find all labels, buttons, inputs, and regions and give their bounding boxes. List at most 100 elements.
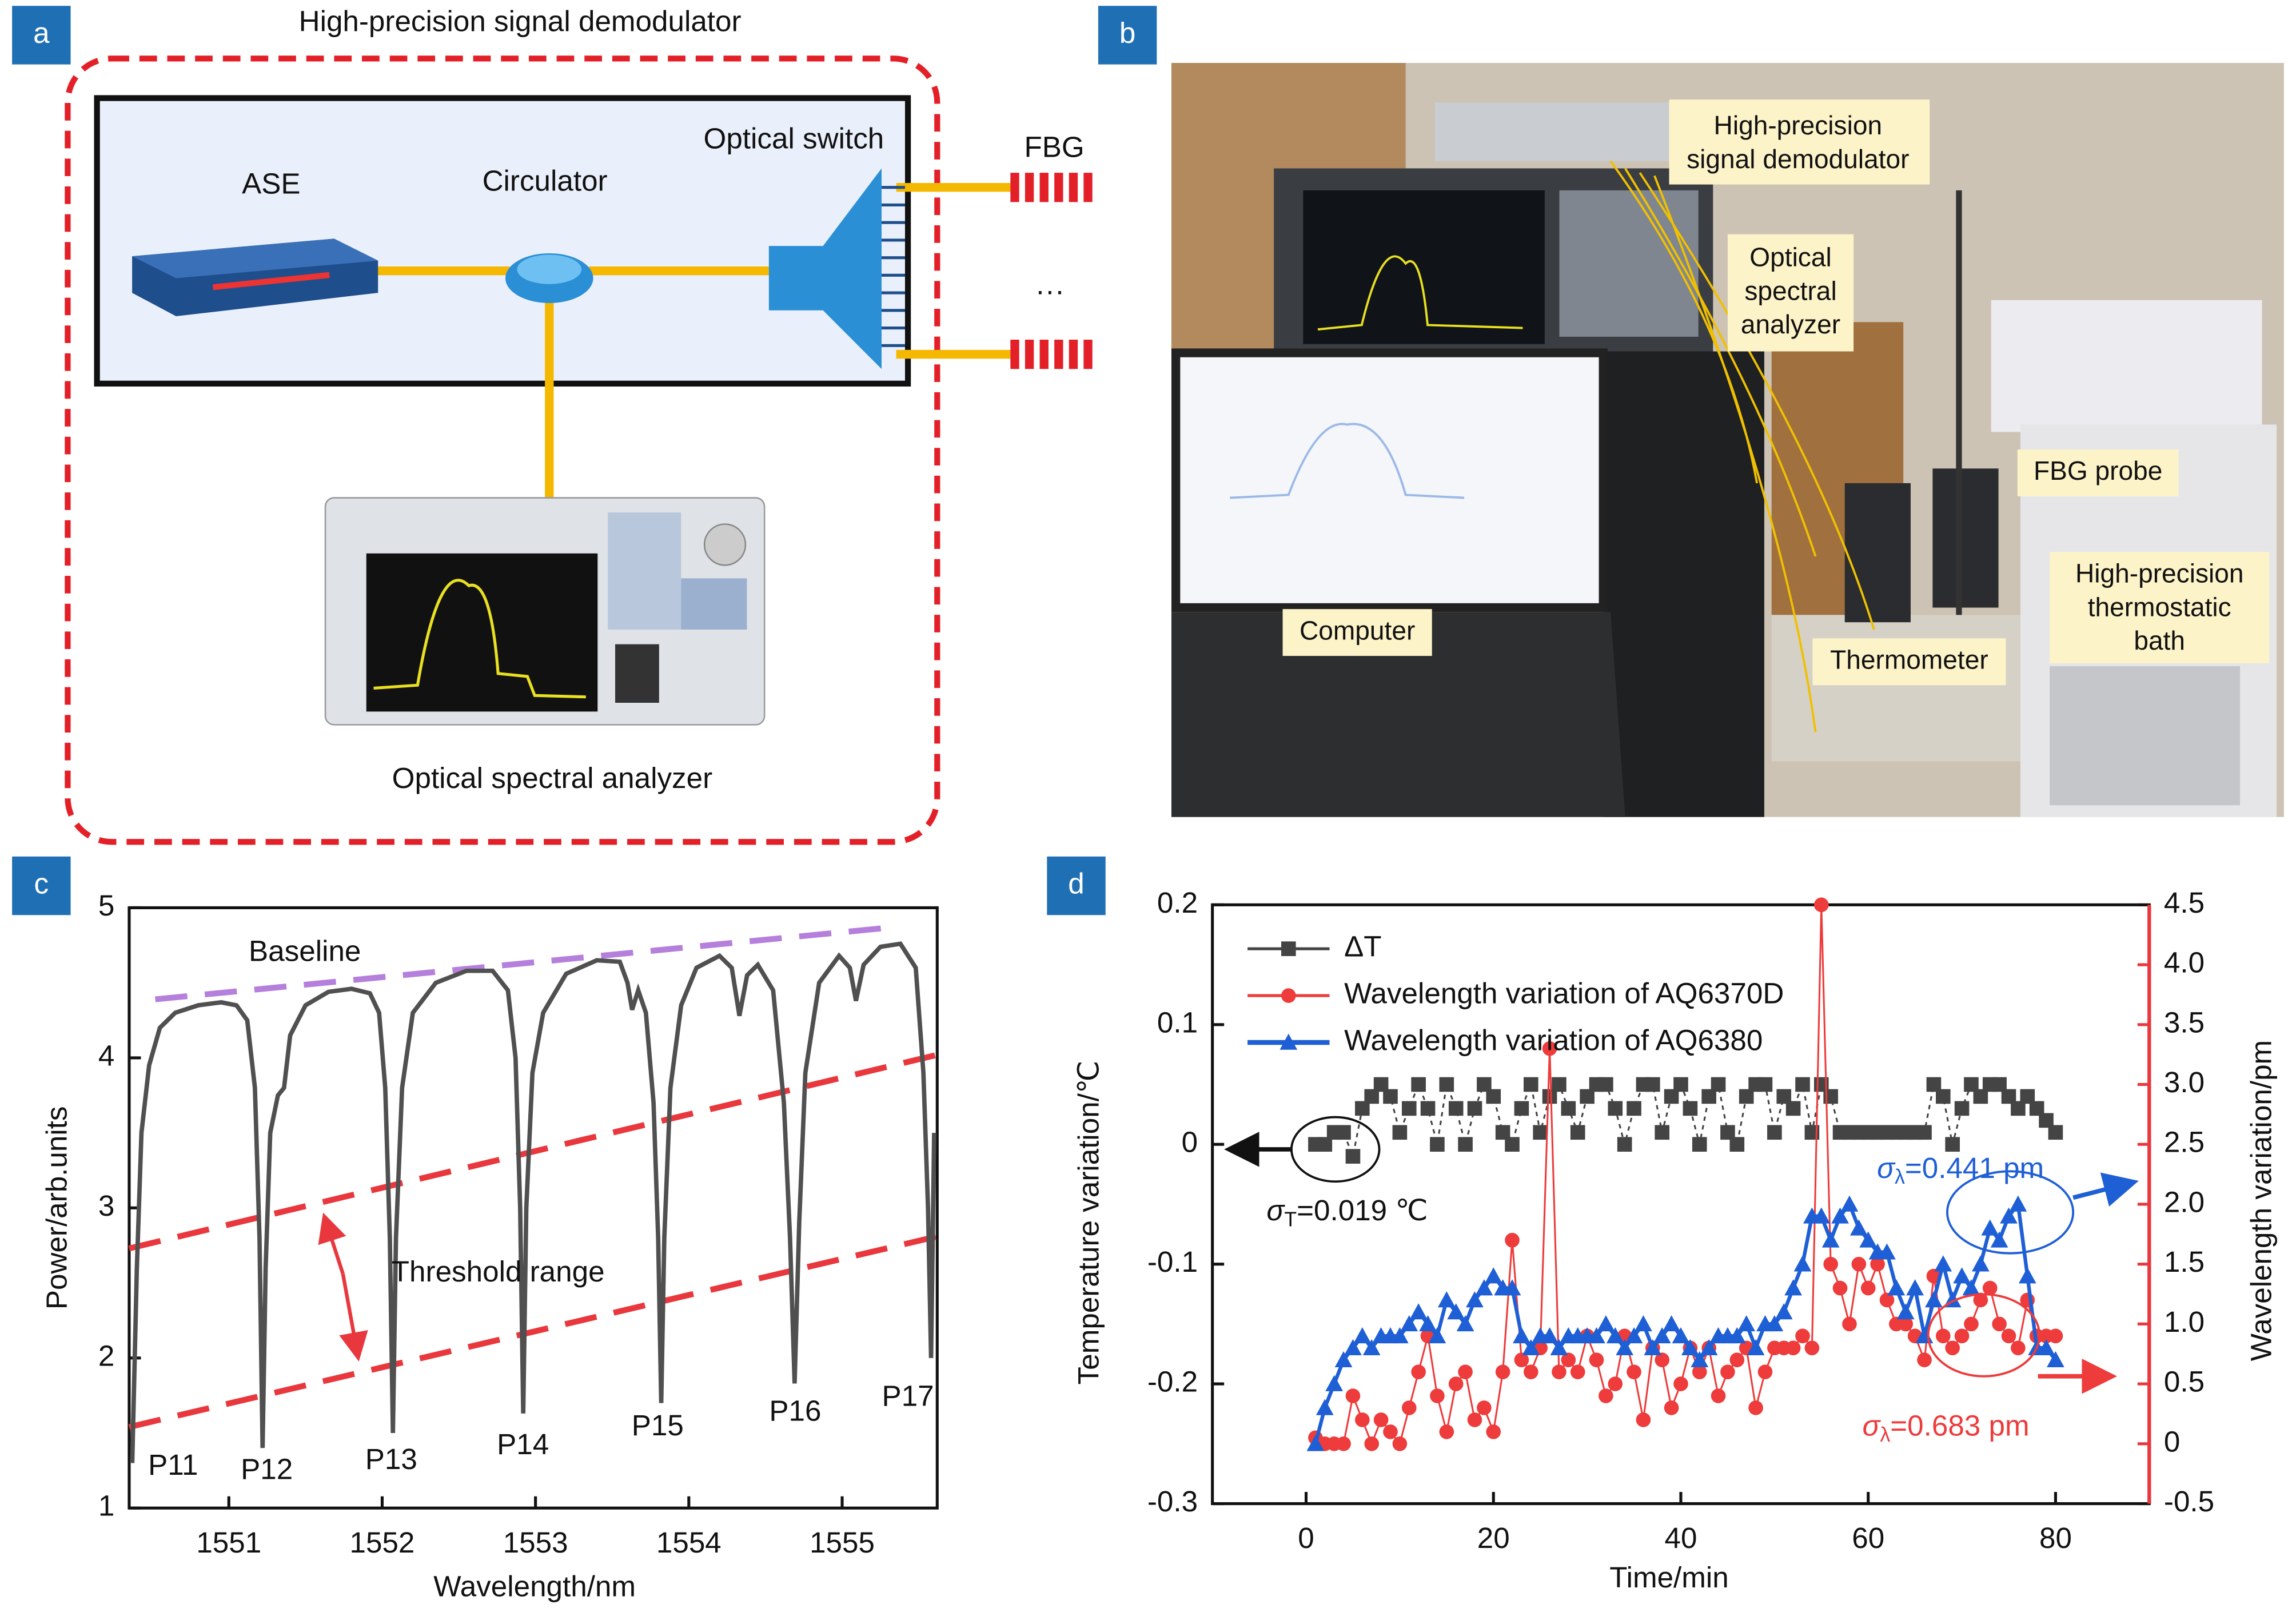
marker (1364, 1436, 1380, 1451)
photo-label: High-precision (1714, 110, 1883, 140)
annotation-sub: λ (1895, 1166, 1905, 1189)
y-tick-label: 0.2 (1157, 886, 1198, 919)
x-tick-label: 80 (2039, 1522, 2072, 1554)
marker (1495, 1364, 1510, 1379)
marker (1700, 1339, 1718, 1356)
marker (1795, 1077, 1810, 1092)
marker (1437, 1291, 1456, 1308)
marker (1878, 1243, 1896, 1260)
marker (1711, 1077, 1726, 1092)
marker (1813, 897, 1829, 913)
marker (1505, 1137, 1520, 1152)
marker (1542, 1041, 1557, 1056)
y2-tick-label: 4.0 (2164, 946, 2205, 979)
marker (2000, 1207, 2018, 1224)
photo-labels: High-precision signal demodulator Optical s… (1282, 99, 2270, 686)
marker (1644, 1339, 1662, 1356)
marker (1561, 1101, 1576, 1116)
marker (1982, 1280, 1998, 1296)
marker (1859, 1231, 1878, 1248)
marker (1448, 1376, 1464, 1391)
marker (1849, 1219, 1868, 1236)
y-tick-label: 0 (1182, 1126, 1198, 1159)
marker (1306, 1435, 1325, 1451)
x-tick-label: 60 (1852, 1522, 1884, 1554)
marker (1729, 1352, 1745, 1368)
marker (1392, 1436, 1408, 1451)
marker (1870, 1256, 1885, 1272)
marker (1353, 1327, 1372, 1344)
y-tick-label: 1 (98, 1490, 114, 1522)
marker (1842, 1316, 1857, 1332)
annotation: σλ=0.683 pm (1862, 1409, 2029, 1446)
marker (1513, 1327, 1530, 1344)
marker (1336, 1125, 1351, 1140)
marker (1411, 1364, 1426, 1379)
marker (1484, 1267, 1502, 1284)
marker (1458, 1364, 1473, 1379)
peak-label: P15 (632, 1409, 684, 1442)
marker (1692, 1364, 1707, 1379)
marker (1570, 1125, 1585, 1140)
y-axis-label: Temperature variation/℃ (1073, 1061, 1105, 1385)
y-tick-label: 4 (98, 1039, 114, 1072)
marker (1617, 1137, 1632, 1152)
peak-label: P14 (497, 1428, 549, 1460)
marker (1898, 1316, 1914, 1332)
marker (1316, 1399, 1334, 1415)
marker (1411, 1077, 1426, 1092)
marker (1655, 1352, 1670, 1368)
marker (1728, 1327, 1746, 1344)
y2-tick-label: 0 (2164, 1425, 2180, 1458)
marker (1645, 1077, 1660, 1092)
marker (1917, 1352, 1932, 1368)
marker (1627, 1101, 1641, 1116)
chart: 1551 1552 1553 1554 1555 1 2 3 4 5 Wavelength/nm Po… (41, 889, 939, 1603)
peak-label: P17 (882, 1380, 934, 1412)
marker (1345, 1149, 1361, 1164)
y2-tick-label: 2.5 (2164, 1126, 2205, 1159)
marker (1748, 1400, 1763, 1415)
peak-label: P13 (365, 1443, 417, 1475)
marker (1625, 1327, 1643, 1344)
annotation-rest: =0.683 pm (1890, 1409, 2029, 1442)
marker (1608, 1101, 1623, 1116)
marker (1541, 1327, 1558, 1344)
marker (1879, 1292, 1895, 1308)
photo-label: FBG probe (2034, 456, 2162, 485)
marker (1514, 1101, 1529, 1116)
marker (1597, 1315, 1615, 1332)
x-axis-label: Wavelength/nm (433, 1570, 636, 1603)
marker (1954, 1101, 1970, 1116)
annotation-symbol: σ (1266, 1194, 1285, 1227)
marker (1720, 1364, 1735, 1379)
panel-label: a (33, 17, 50, 49)
marker (1785, 1101, 1801, 1116)
marker (1486, 1089, 1501, 1104)
x-tick-label: 1553 (503, 1526, 568, 1559)
marker (1448, 1101, 1464, 1116)
highlight (1946, 1170, 2075, 1255)
y-tick-label: -0.2 (1147, 1366, 1198, 1398)
marker (1383, 1424, 1398, 1439)
marker (1362, 1339, 1381, 1356)
marker (1945, 1340, 1960, 1356)
threshold-arrow (318, 1212, 346, 1275)
y2-tick-label: 2.0 (2164, 1185, 2205, 1218)
x-tick-label: 1555 (810, 1526, 875, 1559)
marker (1804, 1340, 1820, 1356)
peak-label: P12 (241, 1453, 293, 1486)
y2-tick-label: -0.5 (2164, 1485, 2214, 1518)
marker (1785, 1340, 1801, 1356)
marker (1344, 1339, 1362, 1356)
marker (1737, 1315, 1756, 1332)
legend-label: Wavelength variation of AQ6380 (1344, 1024, 1763, 1057)
diagram-title: High-precision signal demodulator (299, 5, 742, 37)
marker (1430, 1388, 1445, 1403)
photo-label: Computer (1300, 615, 1415, 645)
y-axis-label: Power/arb.units (41, 1106, 73, 1310)
marker (1765, 1315, 1784, 1332)
reference-line (155, 924, 894, 1002)
photo-label: bath (2134, 626, 2185, 655)
